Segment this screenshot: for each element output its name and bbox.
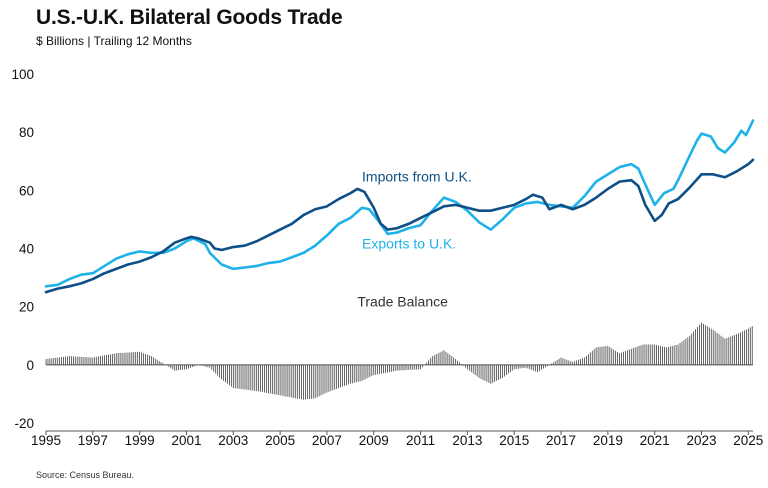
x-tick-label: 1999 (125, 433, 155, 448)
exports-line (44, 119, 755, 288)
x-tick-label: 1995 (31, 433, 61, 448)
x-tick-label: 1997 (78, 433, 108, 448)
series-labels: Imports from U.K. Exports to U.K. Trade Ba… (357, 169, 471, 310)
y-tick-label: 60 (19, 183, 34, 198)
imports-line (44, 158, 755, 294)
chart-source: Source: Census Bureau. (36, 470, 135, 480)
y-tick-label: 80 (19, 125, 34, 140)
x-tick-label: 2015 (499, 433, 529, 448)
y-tick-label: 100 (11, 67, 34, 82)
x-tick-label: 2003 (218, 433, 248, 448)
series-label-imports: Imports from U.K. (362, 169, 472, 185)
x-tick-label: 2017 (546, 433, 576, 448)
x-tick-label: 2007 (312, 433, 342, 448)
series-label-exports: Exports to U.K. (362, 236, 456, 252)
x-axis: 1995 1997 1999 2001 2003 2005 2007 2009 2011 2013… (31, 364, 763, 448)
x-tick-label: 2011 (406, 433, 435, 448)
x-tick-label: 2025 (733, 433, 763, 448)
x-tick-label: 2009 (359, 433, 389, 448)
x-tick-label: 2019 (593, 433, 623, 448)
x-tick-label: 2013 (452, 433, 482, 448)
y-tick-label: 40 (19, 242, 34, 257)
chart-title: U.S.-U.K. Bilateral Goods Trade (36, 6, 343, 29)
y-tick-label: 0 (26, 358, 34, 373)
x-tick-label: 2001 (171, 433, 201, 448)
y-tick-label: -20 (14, 416, 34, 431)
trade-balance-bars (45, 322, 753, 400)
series-lines (44, 119, 755, 294)
y-tick-label: 20 (19, 300, 34, 315)
x-tick-label: 2005 (265, 433, 295, 448)
series-label-balance: Trade Balance (357, 294, 448, 310)
chart-subtitle: $ Billions | Trailing 12 Months (36, 34, 192, 48)
x-tick-label: 2023 (686, 433, 716, 448)
y-axis: 100 80 60 40 20 0 -20 (11, 67, 34, 431)
x-tick-label: 2021 (640, 433, 670, 448)
